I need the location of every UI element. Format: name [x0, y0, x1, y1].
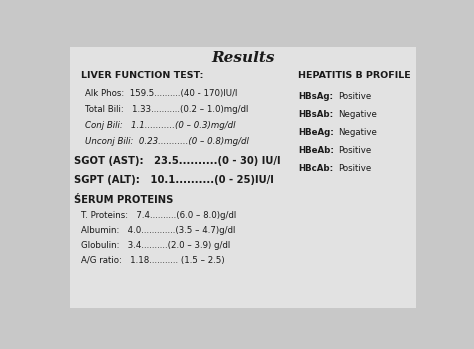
Text: HBsAg:: HBsAg:	[298, 91, 333, 101]
Text: Positive: Positive	[338, 146, 372, 155]
Text: Positive: Positive	[338, 164, 372, 173]
Text: Globulin:   3.4..........(2.0 – 3.9) g/dl: Globulin: 3.4..........(2.0 – 3.9) g/dl	[82, 241, 230, 250]
Text: ŚERUM PROTEINS: ŚERUM PROTEINS	[74, 195, 173, 205]
FancyBboxPatch shape	[70, 47, 416, 308]
Text: Negative: Negative	[338, 128, 377, 136]
Text: Negative: Negative	[338, 110, 377, 119]
Text: HBeAb:: HBeAb:	[298, 146, 334, 155]
Text: HBcAb:: HBcAb:	[298, 164, 333, 173]
Text: SGOT (AST):   23.5..........(0 - 30) IU/l: SGOT (AST): 23.5..........(0 - 30) IU/l	[74, 156, 281, 166]
Text: Total Bili:   1.33...........(0.2 – 1.0)mg/dl: Total Bili: 1.33...........(0.2 – 1.0)mg…	[85, 105, 248, 114]
Text: Albumin:   4.0.............(3.5 – 4.7)g/dl: Albumin: 4.0.............(3.5 – 4.7)g/dl	[82, 226, 236, 235]
Text: Unconj Bili:  0.23...........(0 – 0.8)mg/dl: Unconj Bili: 0.23...........(0 – 0.8)mg/…	[85, 137, 249, 146]
Text: Results: Results	[211, 51, 274, 65]
Text: Alk Phos:  159.5..........(40 - 170)IU/l: Alk Phos: 159.5..........(40 - 170)IU/l	[85, 89, 237, 98]
Text: T. Proteins:   7.4..........(6.0 – 8.0)g/dl: T. Proteins: 7.4..........(6.0 – 8.0)g/d…	[82, 211, 237, 220]
Text: SGPT (ALT):   10.1..........(0 - 25)IU/l: SGPT (ALT): 10.1..........(0 - 25)IU/l	[74, 175, 273, 185]
Text: Conj Bili:   1.1...........(0 – 0.3)mg/dl: Conj Bili: 1.1...........(0 – 0.3)mg/dl	[85, 121, 236, 130]
Text: HBsAb:: HBsAb:	[298, 110, 333, 119]
Text: LIVER FUNCTION TEST:: LIVER FUNCTION TEST:	[82, 72, 204, 80]
Text: HBeAg:: HBeAg:	[298, 128, 334, 136]
Text: Positive: Positive	[338, 91, 372, 101]
Text: HEPATITIS B PROFILE: HEPATITIS B PROFILE	[298, 72, 411, 80]
Text: A/G ratio:   1.18........... (1.5 – 2.5): A/G ratio: 1.18........... (1.5 – 2.5)	[82, 255, 225, 265]
